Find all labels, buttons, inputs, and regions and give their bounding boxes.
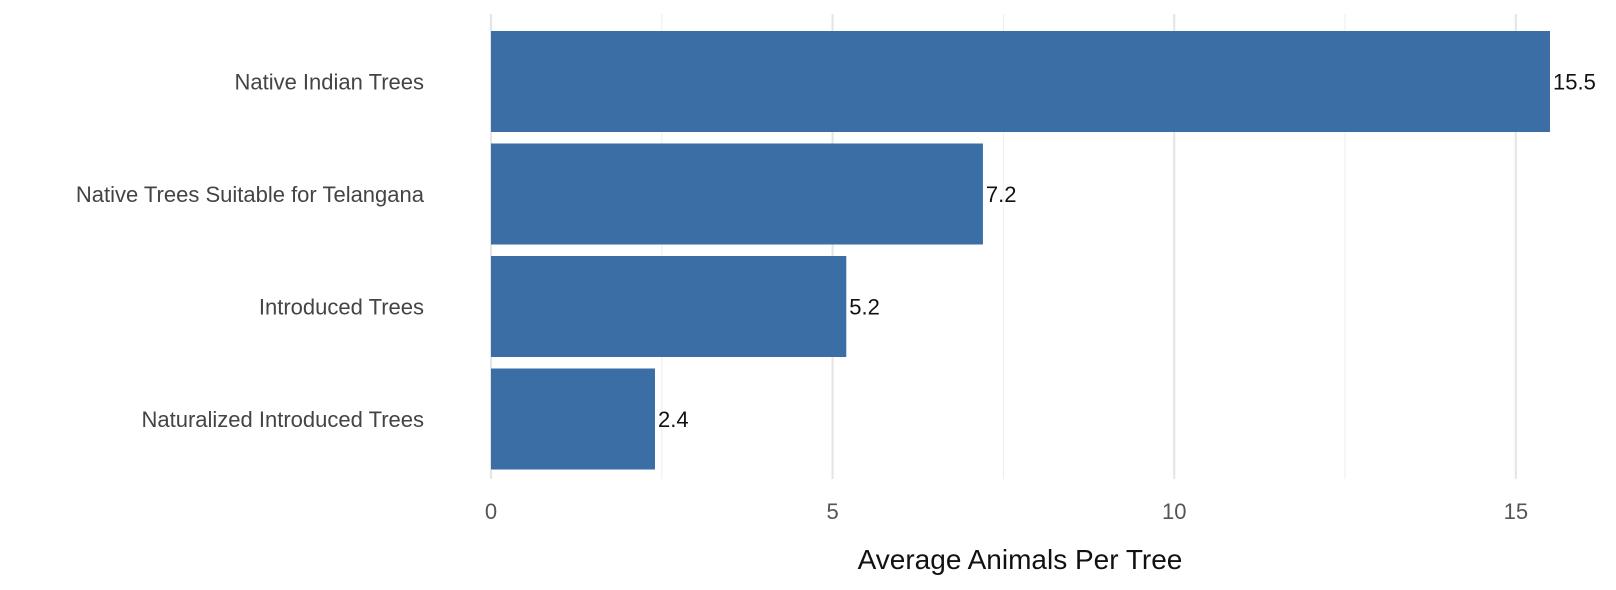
- category-labels: Native Indian Trees Native Trees Suitable…: [76, 70, 425, 433]
- bar-value-label: 2.4: [658, 407, 689, 432]
- x-tick-label: 5: [826, 499, 838, 524]
- category-label: Naturalized Introduced Trees: [142, 407, 425, 432]
- bar: [491, 143, 983, 245]
- bar: [491, 256, 847, 357]
- x-tick-label: 15: [1504, 499, 1528, 524]
- value-labels: 15.5 7.2 5.2 2.4: [658, 70, 1596, 433]
- bars-group: [491, 31, 1550, 470]
- bar-value-label: 5.2: [849, 295, 880, 320]
- category-label: Introduced Trees: [259, 295, 424, 320]
- bar-value-label: 15.5: [1553, 70, 1596, 95]
- bar: [491, 368, 655, 470]
- bar: [491, 31, 1550, 132]
- x-axis-title: Average Animals Per Tree: [858, 544, 1183, 575]
- category-label: Native Trees Suitable for Telangana: [76, 182, 425, 207]
- bar-value-label: 7.2: [986, 182, 1017, 207]
- x-axis-ticks: 0 5 10 15: [485, 499, 1528, 524]
- x-tick-label: 0: [485, 499, 497, 524]
- category-label: Native Indian Trees: [234, 70, 424, 95]
- x-tick-label: 10: [1162, 499, 1186, 524]
